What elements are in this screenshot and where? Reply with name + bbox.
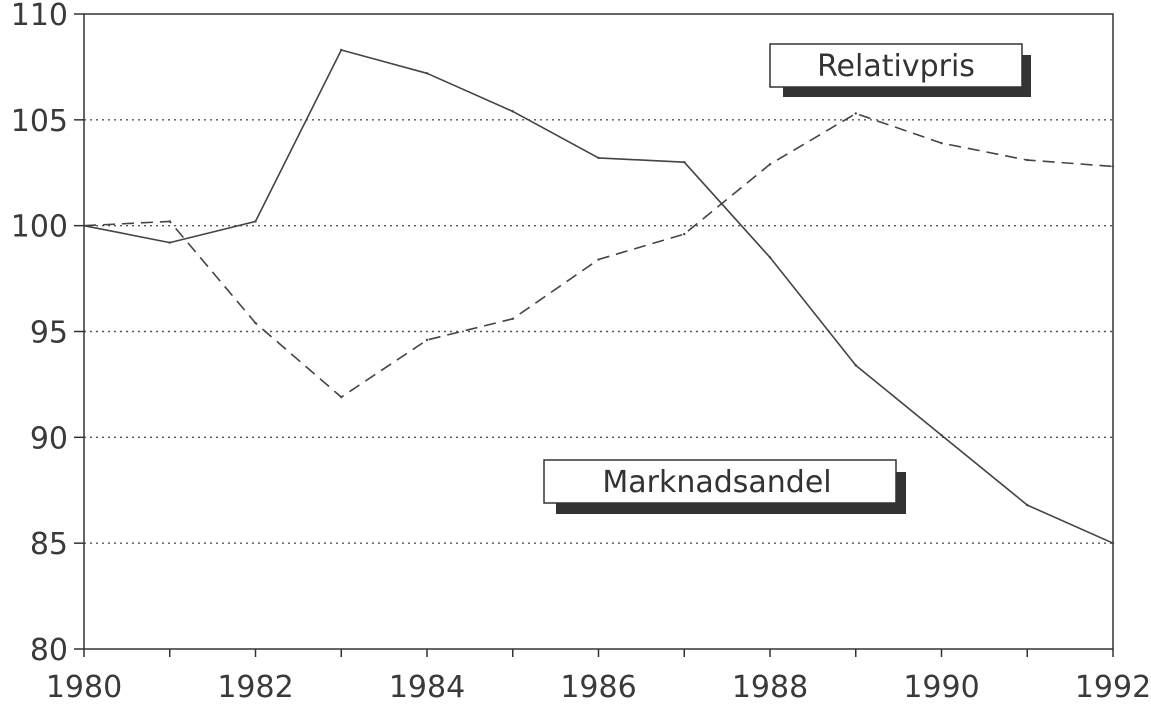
annotation-relativpris-box — [769, 43, 1023, 88]
y-tick-label: 95 — [30, 316, 68, 351]
data-point-marknadsandel — [425, 72, 429, 75]
data-point-relativpris — [597, 258, 600, 261]
data-point-relativpris — [768, 163, 772, 166]
y-tick-label: 85 — [30, 527, 68, 562]
y-tick-label: 80 — [30, 633, 68, 668]
x-tick-label: 1980 — [46, 670, 122, 705]
data-point-relativpris — [854, 112, 857, 115]
data-point-relativpris — [511, 317, 514, 320]
data-point-relativpris — [1026, 158, 1029, 162]
x-axis-ticks: 1980 1982 1984 1986 1988 1990 1992 — [46, 649, 1151, 705]
plot-frame — [83, 13, 1114, 650]
data-point-marknadsandel — [940, 434, 943, 437]
data-point-marknadsandel — [254, 220, 257, 223]
annotation-relativpris: Relativpris — [769, 43, 1031, 97]
x-tick-label: 1990 — [903, 670, 979, 705]
data-point-marknadsandel — [1111, 541, 1115, 545]
annotation-marknadsandel: Marknadsandel — [543, 459, 906, 514]
data-point-marknadsandel — [597, 156, 600, 160]
series-line-relativpris — [83, 112, 1114, 398]
data-point-marknadsandel — [1026, 503, 1029, 507]
data-point-marknadsandel — [82, 224, 86, 227]
y-tick-label: 110 — [11, 0, 68, 33]
y-tick-label: 100 — [11, 210, 68, 245]
y-tick-label: 90 — [30, 421, 68, 456]
x-tick-label: 1992 — [1075, 670, 1151, 705]
x-tick-label: 1982 — [217, 670, 293, 705]
data-point-relativpris — [425, 338, 429, 342]
data-point-relativpris — [340, 395, 343, 399]
data-point-marknadsandel — [511, 110, 514, 113]
data-point-relativpris — [254, 321, 257, 325]
y-tick-label: 105 — [11, 104, 68, 139]
data-point-relativpris — [683, 232, 686, 236]
data-point-marknadsandel — [683, 160, 686, 164]
data-point-marknadsandel — [768, 256, 772, 259]
data-point-marknadsandel — [168, 241, 171, 244]
series-lines — [82, 48, 1115, 545]
x-tick-label: 1986 — [560, 670, 636, 705]
data-point-marknadsandel — [340, 48, 343, 52]
x-tick-label: 1984 — [389, 670, 465, 705]
annotation-marknadsandel-label: Marknadsandel — [602, 465, 831, 500]
data-point-relativpris — [168, 220, 171, 223]
data-point-relativpris — [1111, 165, 1115, 168]
annotation-relativpris-label: Relativpris — [817, 49, 975, 84]
y-axis-ticks: 80 85 90 95 100 105 110 — [11, 0, 84, 668]
data-point-marknadsandel — [854, 364, 857, 367]
x-tick-label: 1988 — [732, 670, 808, 705]
data-point-relativpris — [940, 141, 943, 145]
annotation-marknadsandel-box — [543, 459, 897, 504]
